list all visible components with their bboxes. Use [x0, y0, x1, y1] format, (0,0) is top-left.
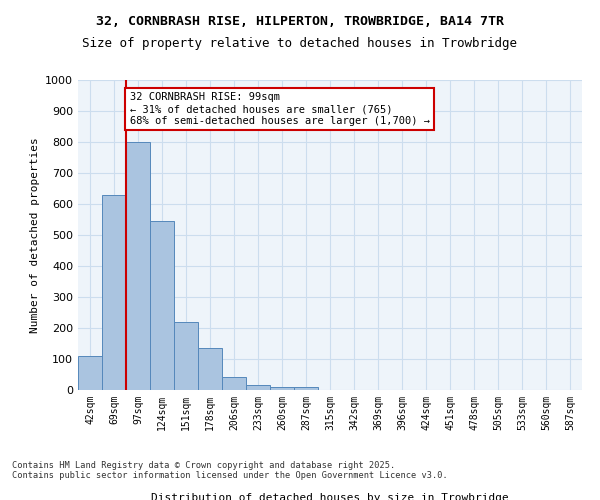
- X-axis label: Distribution of detached houses by size in Trowbridge: Distribution of detached houses by size …: [151, 492, 509, 500]
- Text: 32 CORNBRASH RISE: 99sqm
← 31% of detached houses are smaller (765)
68% of semi-: 32 CORNBRASH RISE: 99sqm ← 31% of detach…: [130, 92, 430, 126]
- Bar: [270, 387, 294, 390]
- Bar: [198, 348, 222, 390]
- Text: 32, CORNBRASH RISE, HILPERTON, TROWBRIDGE, BA14 7TR: 32, CORNBRASH RISE, HILPERTON, TROWBRIDG…: [96, 15, 504, 28]
- Bar: [246, 384, 270, 390]
- Bar: [102, 194, 126, 390]
- Bar: [150, 221, 174, 390]
- Bar: [78, 356, 102, 390]
- Text: Size of property relative to detached houses in Trowbridge: Size of property relative to detached ho…: [83, 38, 517, 51]
- Text: Contains HM Land Registry data © Crown copyright and database right 2025.
Contai: Contains HM Land Registry data © Crown c…: [12, 460, 448, 480]
- Y-axis label: Number of detached properties: Number of detached properties: [29, 137, 40, 333]
- Bar: [294, 387, 318, 390]
- Bar: [174, 322, 198, 390]
- Bar: [222, 377, 246, 390]
- Bar: [126, 142, 150, 390]
